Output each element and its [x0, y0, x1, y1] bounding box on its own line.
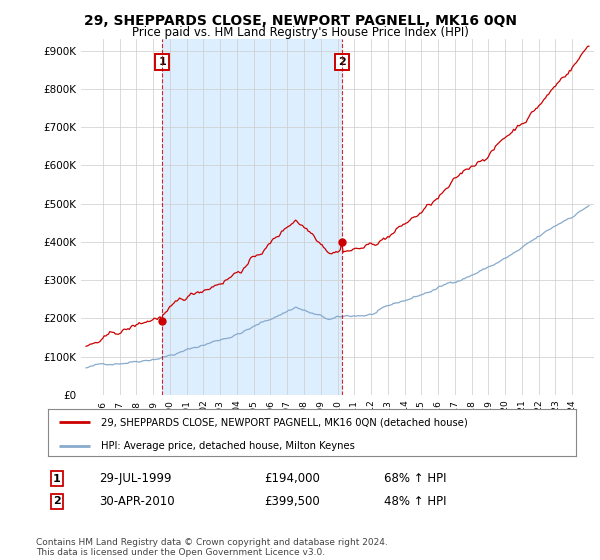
Text: 1: 1 [53, 474, 61, 484]
Text: 2: 2 [338, 57, 346, 67]
Bar [162, 39, 343, 395]
Text: 29, SHEPPARDS CLOSE, NEWPORT PAGNELL, MK16 0QN: 29, SHEPPARDS CLOSE, NEWPORT PAGNELL, MK… [83, 14, 517, 28]
Text: 29, SHEPPARDS CLOSE, NEWPORT PAGNELL, MK16 0QN (detached house): 29, SHEPPARDS CLOSE, NEWPORT PAGNELL, MK… [101, 417, 467, 427]
Text: 2: 2 [53, 496, 61, 506]
Text: 29-JUL-1999: 29-JUL-1999 [99, 472, 172, 486]
Text: 68% ↑ HPI: 68% ↑ HPI [384, 472, 446, 486]
Text: £399,500: £399,500 [264, 494, 320, 508]
Text: 30-APR-2010: 30-APR-2010 [99, 494, 175, 508]
Text: 1: 1 [158, 57, 166, 67]
Text: Price paid vs. HM Land Registry's House Price Index (HPI): Price paid vs. HM Land Registry's House … [131, 26, 469, 39]
Text: Contains HM Land Registry data © Crown copyright and database right 2024.
This d: Contains HM Land Registry data © Crown c… [36, 538, 388, 557]
Text: £194,000: £194,000 [264, 472, 320, 486]
Text: HPI: Average price, detached house, Milton Keynes: HPI: Average price, detached house, Milt… [101, 441, 355, 451]
Text: 48% ↑ HPI: 48% ↑ HPI [384, 494, 446, 508]
